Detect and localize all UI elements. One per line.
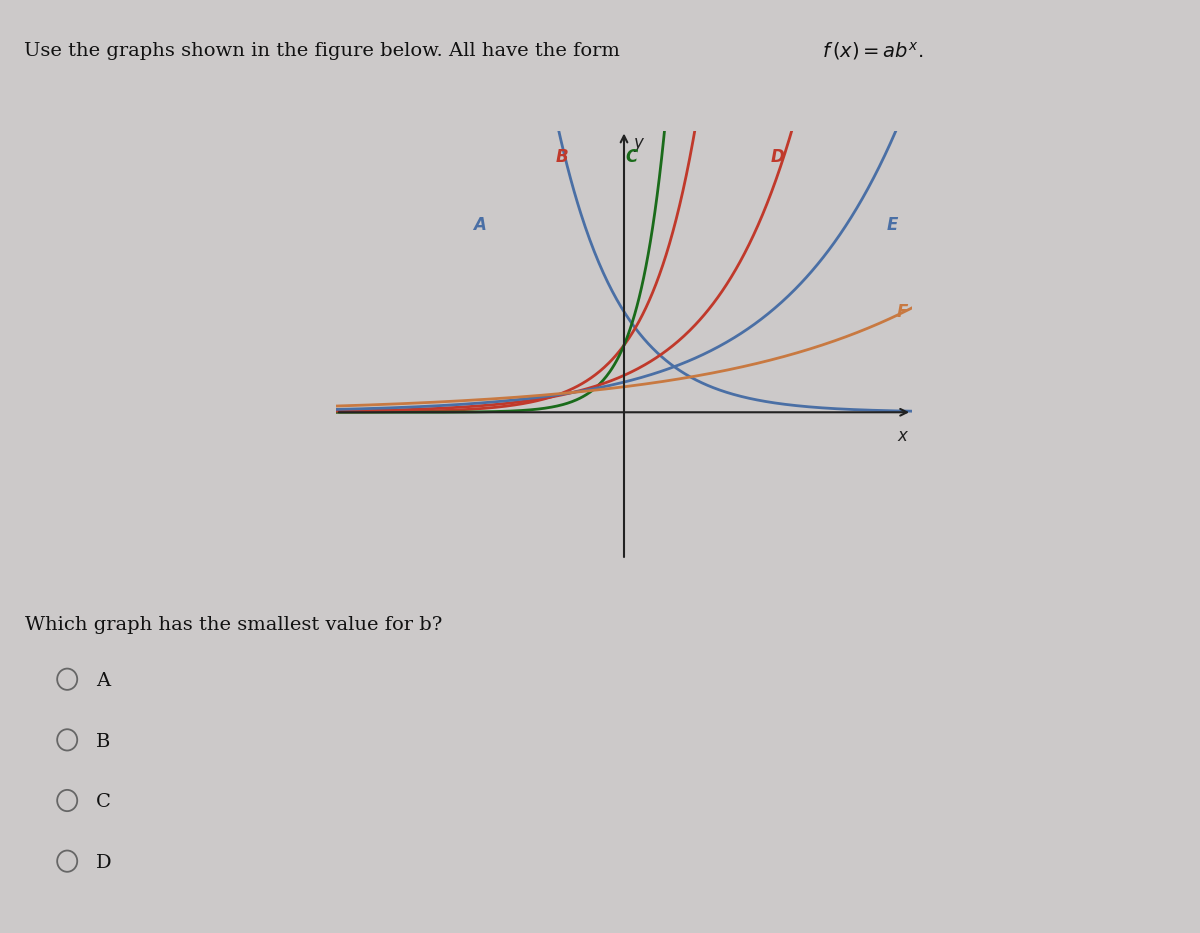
Text: $f\,(x) = ab^x.$: $f\,(x) = ab^x.$ (822, 40, 923, 63)
Text: y: y (634, 134, 643, 152)
Text: F: F (896, 302, 908, 321)
Text: B: B (96, 732, 110, 751)
Text: B: B (556, 148, 568, 166)
Text: Use the graphs shown in the figure below. All have the form: Use the graphs shown in the figure below… (24, 42, 626, 61)
Text: D: D (770, 148, 785, 166)
Text: A: A (474, 216, 486, 233)
Text: D: D (96, 854, 112, 872)
Text: Which graph has the smallest value for b?: Which graph has the smallest value for b… (25, 616, 443, 634)
Text: A: A (96, 672, 110, 690)
Text: C: C (96, 793, 110, 812)
Text: E: E (887, 216, 899, 233)
Text: x: x (898, 427, 907, 445)
Text: C: C (625, 148, 638, 166)
